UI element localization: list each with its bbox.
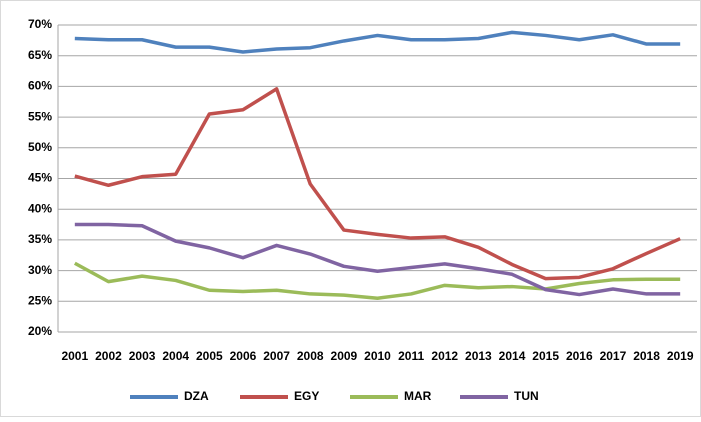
x-tick-label: 2019	[667, 349, 694, 363]
y-tick-label: 45%	[28, 171, 52, 185]
legend-label: DZA	[184, 389, 209, 403]
x-tick-label: 2016	[566, 349, 593, 363]
x-tick-label: 2015	[532, 349, 559, 363]
x-tick-label: 2002	[95, 349, 122, 363]
x-tick-label: 2010	[364, 349, 391, 363]
legend-label: MAR	[404, 389, 432, 403]
y-tick-label: 35%	[28, 232, 52, 246]
y-tick-label: 25%	[28, 293, 52, 307]
x-tick-label: 2012	[431, 349, 458, 363]
series-line	[74, 222, 681, 297]
y-tick-label: 65%	[28, 48, 52, 62]
x-tick-label: 2007	[263, 349, 290, 363]
x-tick-label: 2009	[331, 349, 358, 363]
x-tick-label: 2001	[61, 349, 88, 363]
x-tick-label: 2008	[297, 349, 324, 363]
x-tick-label: 2011	[398, 349, 424, 363]
y-tick-label: 60%	[28, 79, 52, 93]
series-line	[74, 87, 681, 281]
x-tick-label: 2013	[465, 349, 492, 363]
y-tick-label: 50%	[28, 140, 52, 154]
legend-label: EGY	[294, 389, 319, 403]
x-tick-label: 2005	[196, 349, 223, 363]
y-tick-label: 40%	[28, 201, 52, 215]
x-tick-label: 2003	[129, 349, 156, 363]
x-tick-label: 2017	[600, 349, 627, 363]
x-tick-label: 2004	[162, 349, 189, 363]
series-line	[74, 30, 681, 54]
x-tick-label: 2018	[633, 349, 660, 363]
y-tick-label: 55%	[28, 109, 52, 123]
x-tick-label: 2006	[230, 349, 257, 363]
legend-label: TUN	[514, 389, 539, 403]
x-tick-label: 2014	[499, 349, 526, 363]
series-line	[73, 261, 681, 300]
y-tick-label: 70%	[28, 17, 52, 31]
y-tick-label: 20%	[28, 324, 52, 338]
y-tick-label: 30%	[28, 263, 52, 277]
